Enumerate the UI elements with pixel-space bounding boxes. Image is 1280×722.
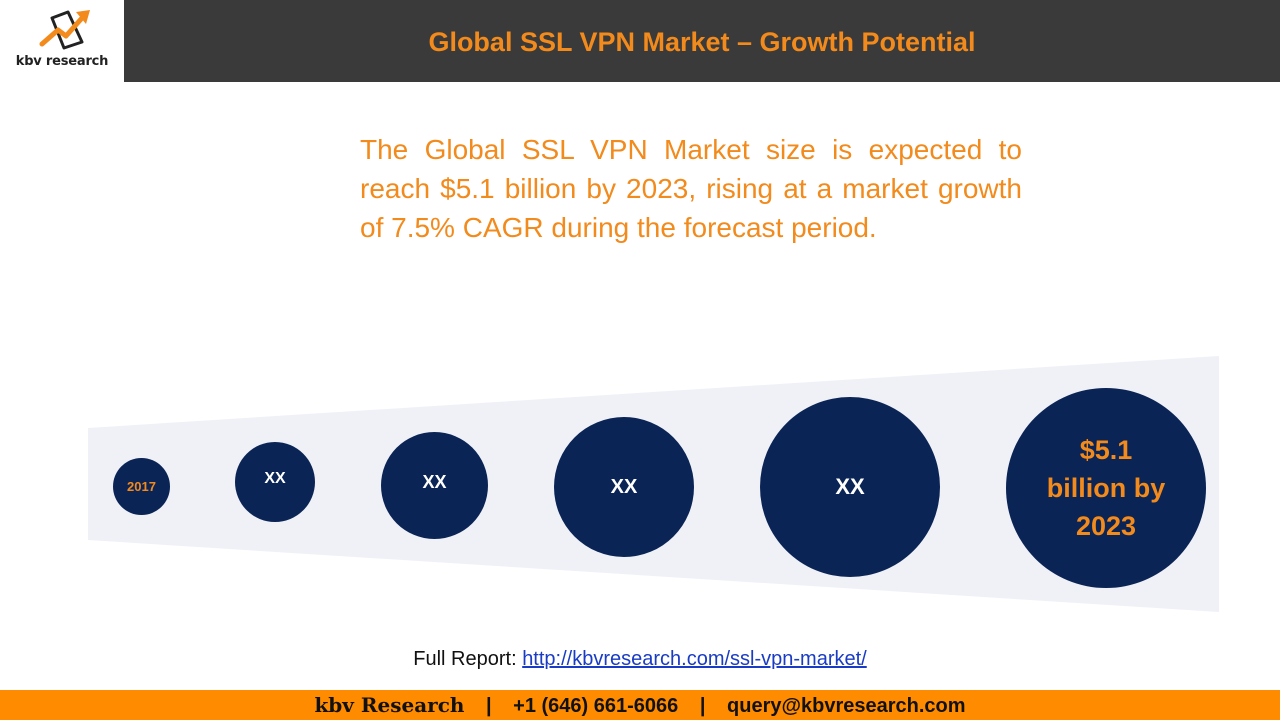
bubble-2023-value: $5.1 billion by 2023	[1006, 388, 1206, 588]
logo: kbv research	[0, 0, 124, 82]
footer-bar: kbv Research | +1 (646) 661-6066 | query…	[0, 690, 1280, 720]
bubble-2017: 2017	[113, 458, 170, 515]
footer-email[interactable]: query@kbvresearch.com	[727, 695, 966, 717]
bubble-label: XX	[422, 472, 447, 492]
arrow-chart-icon	[39, 10, 90, 50]
header-bar: Global SSL VPN Market – Growth Potential	[124, 0, 1280, 82]
bubble-label: XX	[835, 474, 865, 499]
summary-text: The Global SSL VPN Market size is expect…	[360, 134, 1022, 243]
footer-separator: |	[485, 695, 492, 717]
bubble-value-unit: billion by	[1046, 473, 1166, 503]
footer-separator: |	[699, 695, 706, 717]
bubble-value: XX	[381, 432, 488, 539]
bubble-value: XX	[760, 397, 940, 577]
footer-phone[interactable]: +1 (646) 661-6066	[513, 695, 679, 717]
bubble-label: XX	[264, 470, 286, 487]
logo-text: kbv research	[15, 54, 109, 69]
bubble-label: XX	[610, 475, 638, 498]
bubble-value: XX	[235, 442, 315, 522]
bubble-label: 2017	[127, 479, 156, 494]
page-title: Global SSL VPN Market – Growth Potential	[428, 27, 976, 57]
footer-brand: kbv Research	[314, 693, 465, 717]
full-report-link[interactable]: http://kbvresearch.com/ssl-vpn-market/	[522, 648, 867, 670]
bubble-value-year: 2023	[1075, 511, 1137, 541]
full-report-line: Full Report: http://kbvresearch.com/ssl-…	[0, 648, 1280, 671]
full-report-label: Full Report:	[413, 648, 517, 670]
bubble-value: XX	[554, 417, 694, 557]
bubble-value-amount: $5.1	[1079, 435, 1133, 465]
